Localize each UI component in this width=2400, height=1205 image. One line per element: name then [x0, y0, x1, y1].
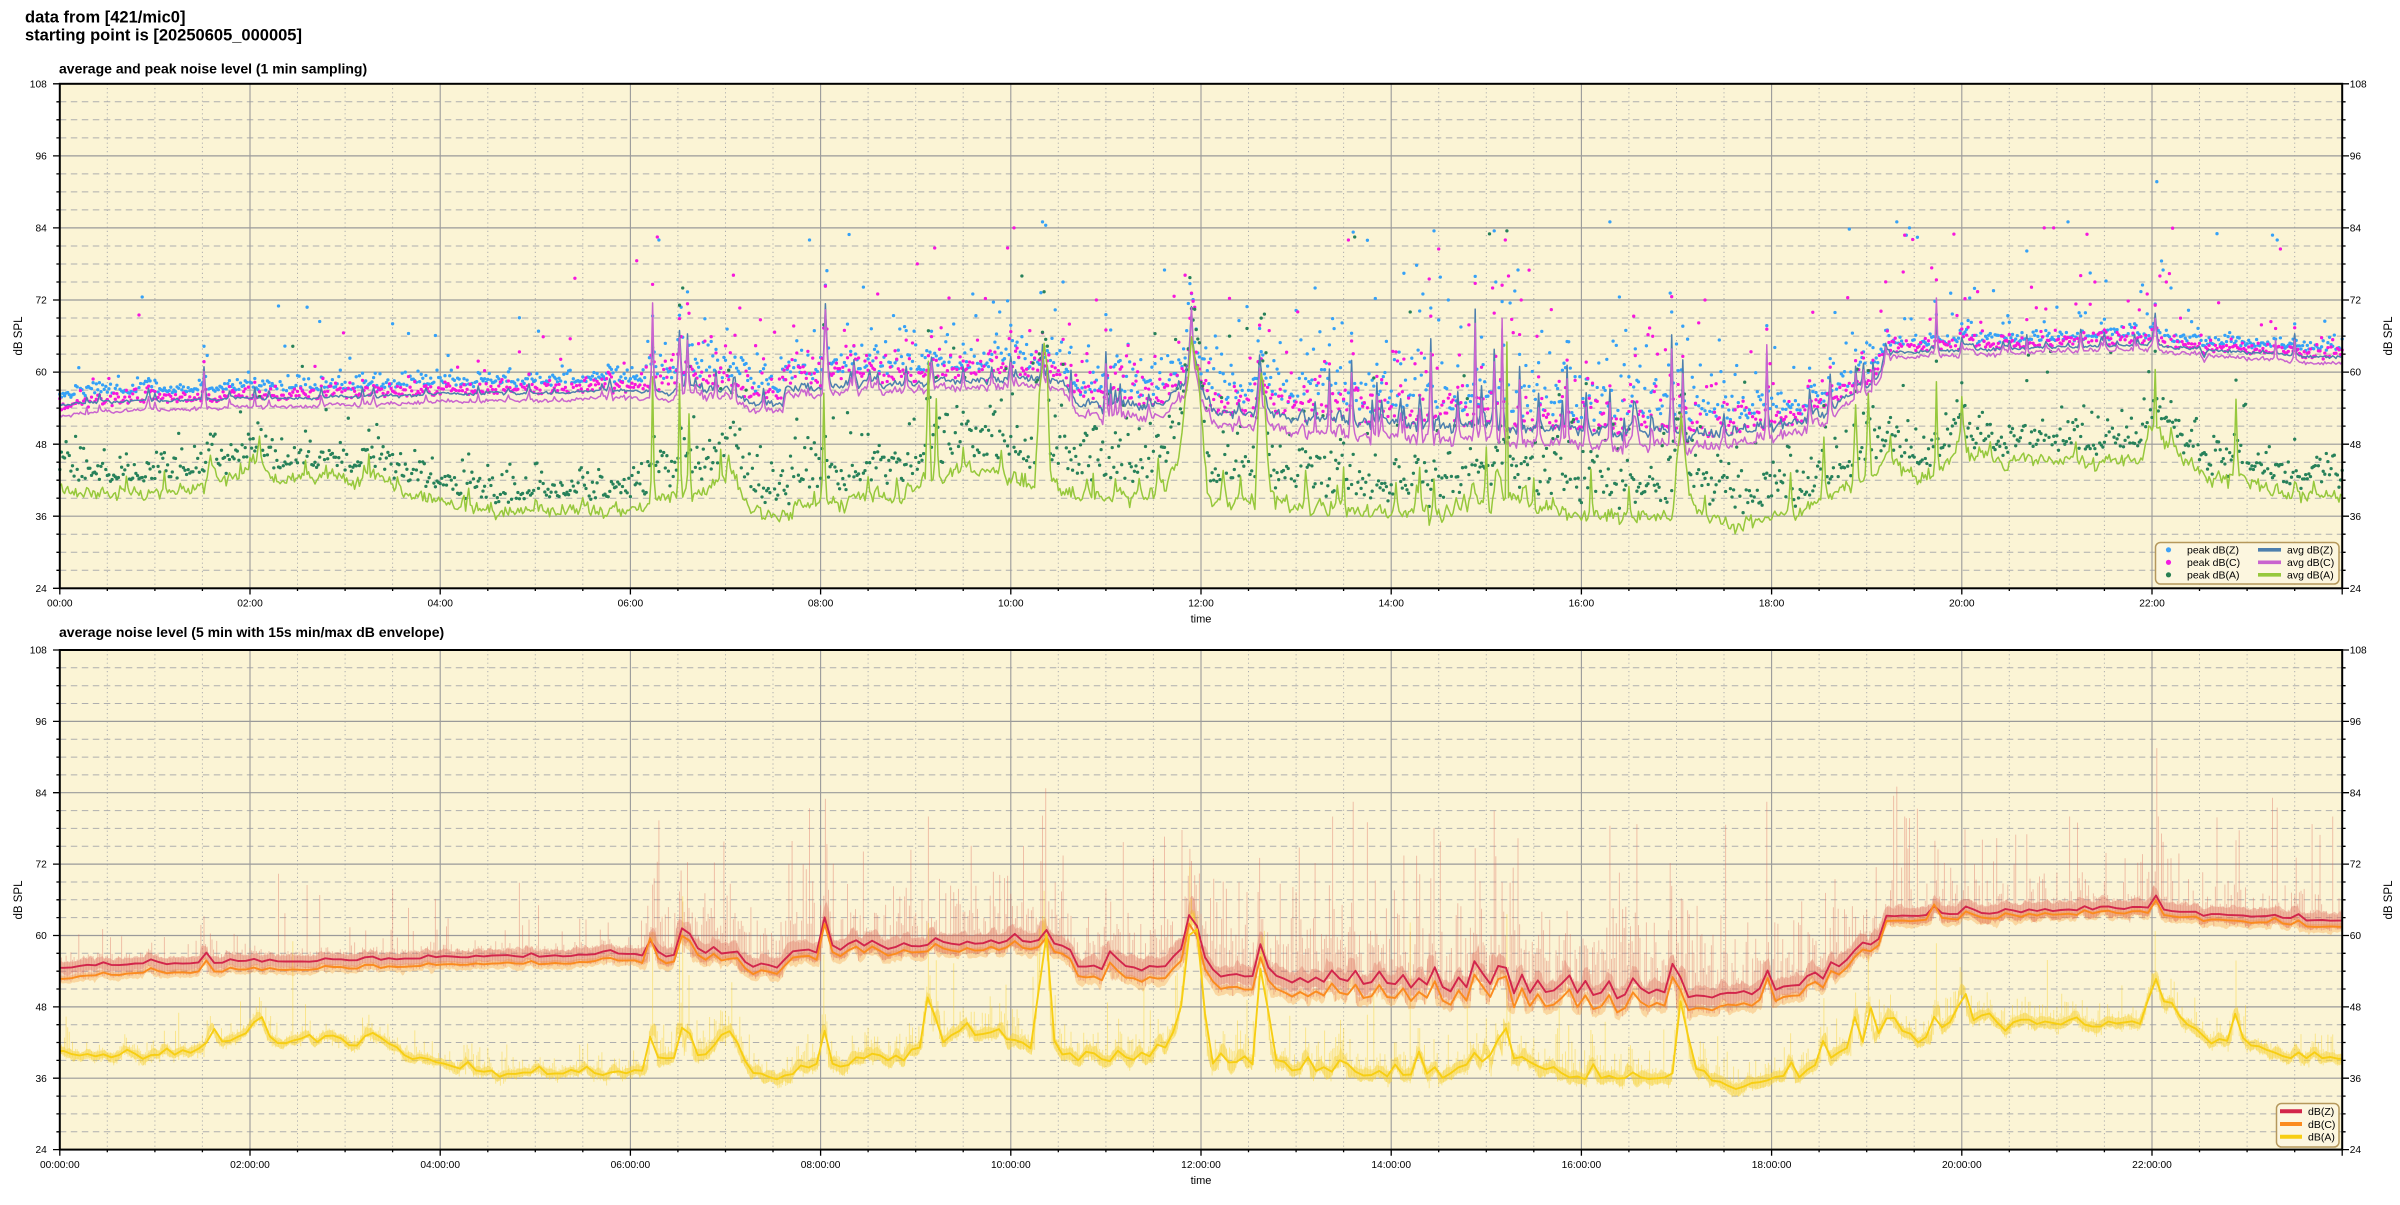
svg-text:14:00: 14:00	[1378, 598, 1404, 609]
svg-text:24: 24	[35, 584, 47, 595]
svg-text:avg dB(A): avg dB(A)	[2287, 570, 2334, 582]
svg-text:24: 24	[2350, 584, 2362, 595]
svg-text:96: 96	[2350, 152, 2362, 163]
svg-text:peak dB(A): peak dB(A)	[2187, 570, 2240, 582]
svg-text:60: 60	[2350, 931, 2362, 942]
svg-text:dB(Z): dB(Z)	[2308, 1106, 2334, 1118]
svg-text:12:00:00: 12:00:00	[1181, 1160, 1221, 1171]
svg-text:04:00:00: 04:00:00	[420, 1160, 460, 1171]
svg-text:96: 96	[35, 152, 47, 163]
svg-text:84: 84	[2350, 224, 2362, 235]
svg-text:16:00:00: 16:00:00	[1562, 1160, 1602, 1171]
svg-text:60: 60	[2350, 368, 2362, 379]
svg-text:06:00:00: 06:00:00	[611, 1160, 651, 1171]
svg-text:24: 24	[35, 1145, 47, 1156]
svg-text:starting point is [20250605_00: starting point is [20250605_000005]	[25, 27, 302, 45]
svg-text:average and peak noise level (: average and peak noise level (1 min samp…	[59, 61, 367, 77]
svg-text:72: 72	[2350, 296, 2362, 307]
svg-text:20:00: 20:00	[1949, 598, 1975, 609]
svg-text:84: 84	[35, 788, 47, 799]
svg-text:84: 84	[2350, 788, 2362, 799]
svg-text:00:00:00: 00:00:00	[40, 1160, 80, 1171]
svg-text:108: 108	[2350, 79, 2367, 90]
svg-text:dB(C): dB(C)	[2308, 1119, 2335, 1131]
svg-text:dB SPL: dB SPL	[13, 880, 25, 920]
svg-text:dB SPL: dB SPL	[2383, 880, 2395, 920]
svg-text:00:00: 00:00	[47, 598, 73, 609]
svg-text:16:00: 16:00	[1569, 598, 1595, 609]
svg-text:108: 108	[30, 79, 47, 90]
svg-text:36: 36	[2350, 1074, 2362, 1085]
svg-text:48: 48	[2350, 1003, 2362, 1014]
svg-text:dB SPL: dB SPL	[2383, 316, 2395, 356]
svg-text:08:00: 08:00	[808, 598, 834, 609]
svg-text:dB SPL: dB SPL	[13, 316, 25, 356]
svg-text:72: 72	[2350, 860, 2362, 871]
svg-text:72: 72	[35, 296, 47, 307]
svg-text:24: 24	[2350, 1145, 2362, 1156]
svg-text:60: 60	[35, 368, 47, 379]
svg-text:108: 108	[2350, 646, 2367, 657]
svg-text:avg dB(C): avg dB(C)	[2287, 557, 2334, 569]
svg-text:02:00:00: 02:00:00	[230, 1160, 270, 1171]
svg-text:72: 72	[35, 860, 47, 871]
svg-text:04:00: 04:00	[427, 598, 453, 609]
svg-text:36: 36	[35, 512, 47, 523]
svg-text:peak dB(C): peak dB(C)	[2187, 557, 2240, 569]
svg-text:96: 96	[2350, 717, 2362, 728]
svg-text:data from [421/mic0]: data from [421/mic0]	[25, 9, 185, 27]
svg-text:48: 48	[35, 1003, 47, 1014]
svg-text:36: 36	[2350, 512, 2362, 523]
svg-text:time: time	[1191, 1175, 1212, 1187]
svg-text:48: 48	[35, 440, 47, 451]
svg-text:14:00:00: 14:00:00	[1371, 1160, 1411, 1171]
svg-text:84: 84	[35, 224, 47, 235]
svg-text:average noise level (5 min wit: average noise level (5 min with 15s min/…	[59, 624, 444, 640]
svg-text:10:00:00: 10:00:00	[991, 1160, 1031, 1171]
svg-text:48: 48	[2350, 440, 2362, 451]
svg-text:06:00: 06:00	[618, 598, 644, 609]
svg-text:10:00: 10:00	[998, 598, 1024, 609]
svg-text:08:00:00: 08:00:00	[801, 1160, 841, 1171]
svg-text:avg dB(Z): avg dB(Z)	[2287, 545, 2333, 557]
svg-text:18:00: 18:00	[1759, 598, 1785, 609]
svg-text:time: time	[1191, 614, 1212, 626]
svg-text:dB(A): dB(A)	[2308, 1132, 2335, 1144]
svg-text:12:00: 12:00	[1188, 598, 1214, 609]
svg-text:20:00:00: 20:00:00	[1942, 1160, 1982, 1171]
svg-text:108: 108	[30, 646, 47, 657]
svg-text:96: 96	[35, 717, 47, 728]
svg-text:22:00:00: 22:00:00	[2132, 1160, 2172, 1171]
svg-text:peak dB(Z): peak dB(Z)	[2187, 545, 2239, 557]
svg-text:02:00: 02:00	[237, 598, 263, 609]
svg-text:22:00: 22:00	[2139, 598, 2165, 609]
svg-text:36: 36	[35, 1074, 47, 1085]
svg-text:60: 60	[35, 931, 47, 942]
svg-text:18:00:00: 18:00:00	[1752, 1160, 1792, 1171]
